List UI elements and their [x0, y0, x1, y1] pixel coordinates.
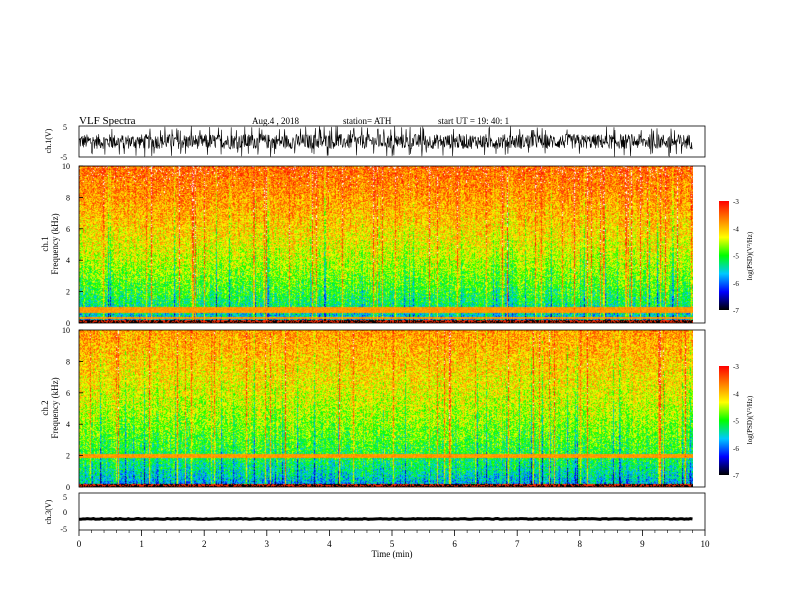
ch1-ytick-label: 8	[66, 193, 70, 202]
time-tick-label: 2	[202, 539, 207, 549]
ch1-colorbar-tick-label: -7	[733, 307, 739, 315]
ch1-ytick-top: 5	[63, 123, 67, 132]
time-tick-label: 10	[701, 539, 711, 549]
ch1-spectrogram-image	[79, 166, 693, 323]
ch1-colorbar-gradient	[719, 201, 729, 310]
ch1-yticks: 0 2 4 6 8 10	[62, 162, 83, 328]
ch1-waveform-trace	[78, 126, 693, 158]
header-date: Aug.4 , 2018	[252, 116, 299, 126]
ch2-spectrogram-ylabel-channel: ch.2	[40, 400, 50, 415]
time-tick-label: 5	[390, 539, 395, 549]
time-tick-label: 4	[327, 539, 332, 549]
ch3-ytick-top: 5	[63, 493, 67, 502]
ch1-spectrogram-ylabel-channel: ch.1	[40, 236, 50, 251]
time-tick-label: 7	[515, 539, 520, 549]
ch1-waveform-panel: 5 -5 ch.1(V)	[44, 123, 706, 162]
time-axis-label: Time (min)	[372, 549, 413, 559]
ch3-waveform-panel: 5 0 -5 ch.3(V)	[44, 492, 706, 534]
ch2-spectrogram-panel: 0 2 4 6 8 10 ch.2 Frequency (kHz)	[40, 326, 706, 492]
time-tick-label: 1	[139, 539, 144, 549]
ch2-colorbar-tick-label: -7	[733, 472, 739, 480]
ch3-ytick-bottom: -5	[60, 525, 67, 534]
ch1-colorbar-label: log(PSD)(V²/Hz)	[746, 231, 754, 280]
ch2-ytick-label: 8	[66, 357, 70, 366]
ch3-ytick-middle: 0	[63, 508, 67, 517]
ch1-waveform-frame	[78, 125, 706, 158]
ch1-colorbar: -3 -4 -5 -6 -7 log(PSD)(V²/Hz)	[719, 198, 754, 315]
ch1-colorbar-tick-label: -5	[733, 253, 739, 261]
ch2-colorbar-gradient	[719, 366, 729, 475]
ch2-spectrogram-ylabel-frequency: Frequency (kHz)	[50, 377, 60, 438]
chart-title: VLF Spectra	[79, 115, 136, 127]
ch1-colorbar-tick-label: -6	[733, 280, 739, 288]
ch1-colorbar-tick-label: -4	[733, 225, 739, 233]
time-tick-label: 8	[578, 539, 583, 549]
ch2-ytick-label: 2	[66, 452, 70, 461]
ch1-waveform-ylabel: ch.1(V)	[44, 128, 53, 153]
ch2-colorbar-tick-label: -3	[733, 363, 739, 371]
ch1-colorbar-ticks: -3 -4 -5 -6 -7	[733, 198, 739, 315]
ch1-ytick-label: 10	[62, 162, 70, 171]
ch1-spectrogram-ylabel-frequency: Frequency (kHz)	[50, 213, 60, 274]
ch2-colorbar: -3 -4 -5 -6 -7 log(PSD)(V²/Hz)	[719, 363, 754, 480]
ch1-spectrogram-frame	[78, 165, 706, 324]
time-tick-label: 6	[452, 539, 457, 549]
ch3-waveform-frame	[78, 492, 706, 531]
ch2-colorbar-tick-label: -5	[733, 418, 739, 426]
ch1-ytick-label: 0	[66, 319, 70, 328]
ch2-ytick-label: 4	[66, 420, 70, 429]
time-axis: 0 1 2 3 4 5 6 7 8 9 10	[77, 530, 710, 549]
time-tick-label: 9	[640, 539, 645, 549]
ch1-spectrogram-panel: 0 2 4 6 8 10 ch.1 Frequency (kHz)	[40, 162, 706, 328]
ch2-colorbar-label: log(PSD)(V²/Hz)	[746, 395, 754, 444]
ch2-ytick-label: 10	[62, 326, 70, 335]
ch2-spectrogram-image	[79, 330, 693, 487]
header-station: station= ATH	[343, 116, 392, 126]
ch2-spectrogram-frame	[78, 329, 706, 488]
ch1-ytick-label: 6	[66, 225, 70, 234]
ch2-ytick-label: 6	[66, 389, 70, 398]
ch1-ytick-bottom: -5	[60, 153, 67, 162]
ch2-yticks: 0 2 4 6 8 10	[62, 326, 83, 492]
ch3-waveform-ylabel: ch.3(V)	[44, 499, 53, 524]
ch2-ytick-label: 0	[66, 483, 70, 492]
ch1-ytick-label: 2	[66, 288, 70, 297]
ch2-colorbar-tick-label: -4	[733, 390, 739, 398]
ch2-colorbar-ticks: -3 -4 -5 -6 -7	[733, 363, 739, 480]
ch1-ytick-label: 4	[66, 256, 70, 265]
time-tick-label: 3	[265, 539, 270, 549]
header-start-time: start UT = 19: 40: 1	[438, 116, 509, 126]
ch2-colorbar-tick-label: -6	[733, 445, 739, 453]
ch3-waveform-trace	[79, 516, 693, 521]
time-tick-label: 0	[77, 539, 82, 549]
ch1-colorbar-tick-label: -3	[733, 198, 739, 206]
